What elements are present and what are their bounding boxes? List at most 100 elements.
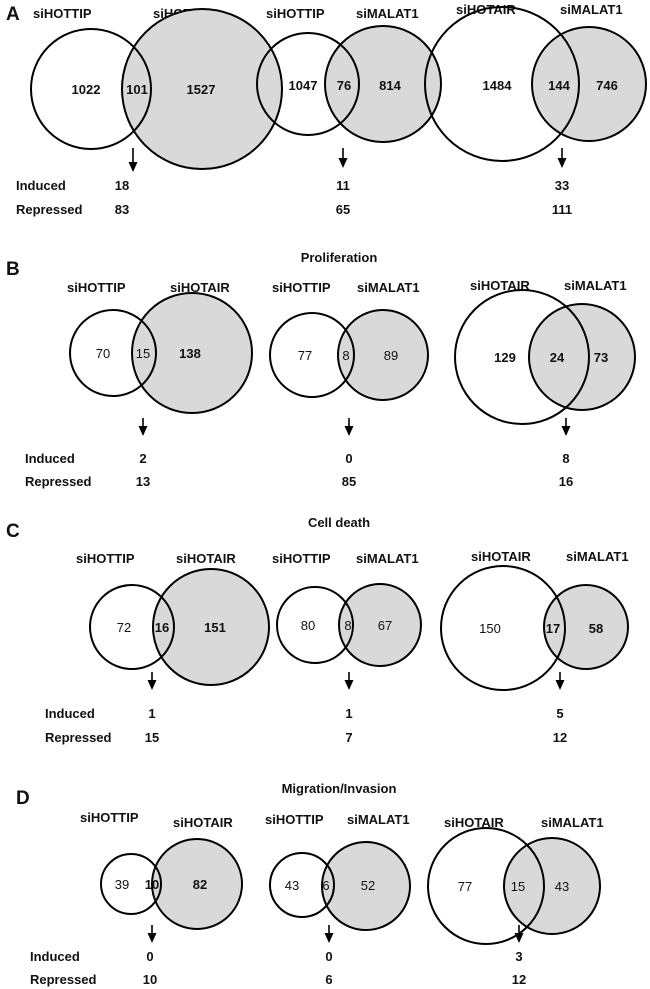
panel-d: D Migration/Invasion siHOTTIP siHOTAIR 3… bbox=[16, 781, 604, 987]
induced-count: 33 bbox=[555, 178, 569, 193]
down-arrow-icon bbox=[344, 418, 354, 436]
left-set-circle bbox=[89, 584, 175, 670]
overlap-count: 6 bbox=[322, 878, 329, 893]
left-only-count: 1022 bbox=[72, 82, 101, 97]
repressed-count: 10 bbox=[143, 972, 157, 987]
induced-count: 0 bbox=[146, 949, 153, 964]
right-set-circle bbox=[503, 837, 601, 935]
set-label-left: siHOTTIP bbox=[80, 810, 139, 825]
panel-letter: D bbox=[16, 788, 30, 809]
left-set-circle bbox=[69, 309, 157, 397]
left-set-circle bbox=[256, 32, 360, 136]
down-arrow-icon bbox=[557, 148, 567, 168]
overlap-count: 10 bbox=[145, 877, 159, 892]
set-label-right: siMALAT1 bbox=[356, 6, 419, 21]
repressed-count: 65 bbox=[336, 202, 350, 217]
set-label-left: siHOTTIP bbox=[76, 551, 135, 566]
set-label-right: siMALAT1 bbox=[564, 278, 627, 293]
left-set-circle bbox=[269, 852, 335, 918]
set-label-left: siHOTAIR bbox=[470, 278, 530, 293]
panel-a: A siHOTTIP siHOTAIR 1022 101 1527 18 83 … bbox=[6, 2, 647, 217]
left-set-circle bbox=[100, 853, 162, 915]
left-only-count: 150 bbox=[479, 621, 501, 636]
right-only-count: 814 bbox=[379, 78, 401, 93]
panel-title: Migration/Invasion bbox=[282, 781, 397, 796]
right-set-circle bbox=[338, 583, 422, 667]
left-set-circle bbox=[424, 6, 580, 162]
right-set-circle bbox=[151, 838, 243, 930]
right-only-count: 43 bbox=[555, 879, 569, 894]
set-label-right: siMALAT1 bbox=[357, 280, 420, 295]
right-set-circle bbox=[121, 8, 283, 170]
overlap-count: 16 bbox=[155, 620, 169, 635]
repressed-row-label: Repressed bbox=[30, 972, 97, 987]
right-only-count: 73 bbox=[594, 350, 608, 365]
repressed-row-label: Repressed bbox=[16, 202, 83, 217]
overlap-count: 8 bbox=[342, 348, 349, 363]
induced-count: 1 bbox=[345, 706, 352, 721]
right-set-circle bbox=[321, 841, 411, 931]
right-only-count: 58 bbox=[589, 621, 603, 636]
repressed-count: 7 bbox=[345, 730, 352, 745]
induced-row-label: Induced bbox=[30, 949, 80, 964]
overlap-count: 15 bbox=[511, 879, 525, 894]
set-label-left: siHOTTIP bbox=[265, 812, 324, 827]
set-label-left: siHOTAIR bbox=[471, 549, 531, 564]
left-set-circle bbox=[454, 289, 590, 425]
set-label-left: siHOTTIP bbox=[272, 551, 331, 566]
down-arrow-icon bbox=[555, 672, 565, 690]
down-arrow-icon bbox=[338, 148, 348, 168]
venn-diagram: siHOTAIR siMALAT1 1484 144 746 33 111 bbox=[424, 2, 647, 217]
overlap-count: 24 bbox=[550, 350, 565, 365]
repressed-count: 6 bbox=[325, 972, 332, 987]
induced-count: 0 bbox=[325, 949, 332, 964]
right-set-circle bbox=[152, 568, 270, 686]
set-label-left: siHOTTIP bbox=[272, 280, 331, 295]
venn-diagram: siHOTTIP siMALAT1 43 6 52 0 6 bbox=[265, 812, 411, 987]
panel-letter: C bbox=[6, 521, 20, 542]
right-set-circle bbox=[531, 26, 647, 142]
panel-letter: A bbox=[6, 4, 20, 25]
set-label-right: siHOTAIR bbox=[176, 551, 236, 566]
left-set-circle bbox=[440, 565, 566, 691]
left-only-count: 77 bbox=[458, 879, 472, 894]
venn-diagram: siHOTAIR siMALAT1 77 15 43 3 12 bbox=[427, 815, 604, 987]
repressed-count: 13 bbox=[136, 474, 150, 489]
overlap-count: 101 bbox=[126, 82, 148, 97]
down-arrow-icon bbox=[344, 672, 354, 690]
repressed-count: 16 bbox=[559, 474, 573, 489]
venn-diagram: siHOTTIP siHOTAIR 39 10 82 0 10 bbox=[80, 810, 243, 987]
set-label-left: siHOTTIP bbox=[266, 6, 325, 21]
venn-diagram: siHOTAIR siMALAT1 129 24 73 8 16 bbox=[454, 278, 636, 489]
right-only-count: 138 bbox=[179, 346, 201, 361]
repressed-count: 111 bbox=[552, 202, 572, 217]
induced-count: 3 bbox=[515, 949, 522, 964]
induced-count: 18 bbox=[115, 178, 129, 193]
down-arrow-icon bbox=[324, 925, 334, 943]
induced-count: 2 bbox=[139, 451, 146, 466]
set-label-right: siMALAT1 bbox=[347, 812, 410, 827]
down-arrow-icon bbox=[147, 672, 157, 690]
set-label-left: siHOTAIR bbox=[444, 815, 504, 830]
right-set-circle bbox=[528, 303, 636, 411]
down-arrow-icon bbox=[128, 148, 138, 172]
venn-diagram: siHOTTIP siMALAT1 1047 76 814 11 65 bbox=[256, 6, 442, 217]
down-arrow-icon bbox=[514, 925, 524, 943]
right-only-count: 151 bbox=[204, 620, 226, 635]
set-label-left: siHOTTIP bbox=[67, 280, 126, 295]
left-set-circle bbox=[30, 28, 152, 150]
repressed-count: 83 bbox=[115, 202, 129, 217]
set-label-right: siMALAT1 bbox=[356, 551, 419, 566]
overlap-count: 144 bbox=[548, 78, 570, 93]
induced-row-label: Induced bbox=[45, 706, 95, 721]
right-set-circle bbox=[324, 25, 442, 143]
repressed-count: 12 bbox=[553, 730, 567, 745]
left-only-count: 77 bbox=[298, 348, 312, 363]
induced-count: 1 bbox=[148, 706, 155, 721]
right-only-count: 1527 bbox=[187, 82, 216, 97]
overlap-count: 8 bbox=[344, 618, 351, 633]
venn-diagram: siHOTTIP siMALAT1 77 8 89 0 85 bbox=[269, 280, 429, 489]
right-only-count: 89 bbox=[384, 348, 398, 363]
overlap-count: 76 bbox=[337, 78, 351, 93]
induced-count: 0 bbox=[345, 451, 352, 466]
